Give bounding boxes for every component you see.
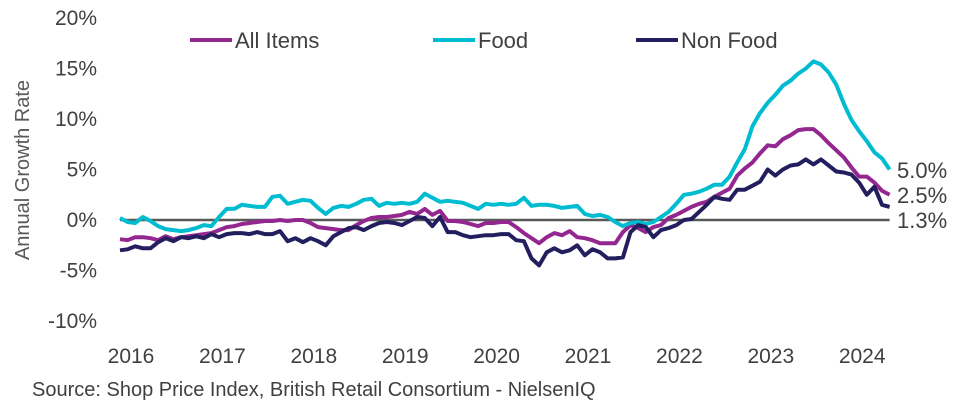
y-tick-label: -10%: [48, 310, 97, 333]
x-tick-label: 2023: [747, 345, 794, 368]
series-line-food: [119, 59, 892, 234]
series-line-non-food: [119, 157, 891, 268]
y-tick-label: -5%: [60, 260, 97, 283]
legend-label: All Items: [235, 28, 319, 53]
end-value-label: 5.0%: [897, 158, 947, 183]
y-tick-label: 10%: [55, 108, 97, 131]
legend-item: Non Food: [636, 28, 778, 53]
y-tick-label: 20%: [55, 7, 97, 30]
series-line-all-items: [119, 127, 891, 246]
end-value-label: 2.5%: [897, 183, 947, 208]
y-axis-ticks: 20% 15% 10% 5% 0% -5% -10%: [48, 7, 97, 333]
source-note: Source: Shop Price Index, British Retail…: [32, 379, 596, 401]
legend-item: Food: [433, 28, 528, 53]
x-tick-label: 2018: [290, 345, 337, 368]
x-tick-label: 2020: [473, 345, 520, 368]
end-labels: 2.5%5.0% 1.3%: [897, 158, 947, 233]
y-axis-title: Annual Growth Rate: [12, 80, 34, 260]
end-value-label: 1.3%: [897, 208, 947, 233]
series-lines: [119, 59, 892, 268]
y-tick-label: 0%: [67, 209, 97, 232]
x-tick-label: 2016: [108, 345, 155, 368]
x-tick-label: 2017: [199, 345, 246, 368]
legend: All Items Food Non Food: [190, 28, 778, 53]
y-tick-label: 5%: [67, 159, 97, 182]
x-tick-label: 2021: [565, 345, 612, 368]
legend-label: Food: [478, 28, 528, 53]
x-tick-label: 2024: [839, 345, 886, 368]
legend-item: All Items: [190, 28, 319, 53]
x-tick-label: 2019: [382, 345, 429, 368]
y-tick-label: 15%: [55, 58, 97, 81]
x-tick-label: 2022: [656, 345, 703, 368]
legend-label: Non Food: [681, 28, 778, 53]
x-axis-ticks: 2016 2017 2018 2019 2020 2021 2022 2023 2024: [108, 345, 886, 368]
